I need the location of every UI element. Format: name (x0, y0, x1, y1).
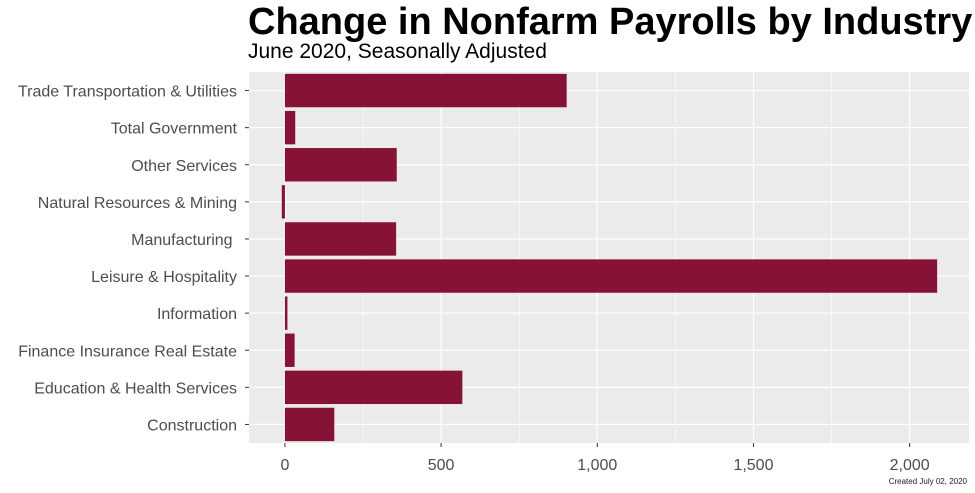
y-tick-label: Natural Resources & Mining (38, 195, 237, 212)
chart-subtitle: June 2020, Seasonally Adjusted (248, 40, 547, 63)
x-tick-label: 1,000 (577, 457, 617, 474)
bar-finance-insurance-real-estate (284, 333, 295, 367)
y-tick-label: Trade Transportation & Utilities (18, 84, 237, 101)
bar-natural-resources-mining (281, 185, 285, 219)
chart-title: Change in Nonfarm Payrolls by Industry (248, 1, 973, 43)
y-tick-label: Finance Insurance Real Estate (18, 343, 237, 360)
bar-education-health-services (284, 370, 463, 405)
x-tick-label: 2,000 (890, 457, 930, 474)
y-axis: Construction Education & Health Services F… (18, 84, 249, 434)
y-tick-label: Education & Health Services (34, 380, 237, 397)
bar-construction (284, 407, 335, 442)
bar-leisure-hospitality (284, 259, 938, 293)
created-caption: Created July 02, 2020 (888, 477, 967, 486)
bars (281, 73, 938, 442)
y-tick-label: Leisure & Hospitality (91, 269, 237, 286)
y-tick-label: Other Services (131, 158, 237, 175)
y-tick-label: Manufacturing (131, 232, 237, 249)
x-tick-label: 500 (428, 457, 455, 474)
x-tick-label: 0 (280, 457, 289, 474)
bar-trade-transportation-utilities (284, 73, 567, 108)
x-axis: 0 500 1,000 1,500 2,000 (280, 443, 930, 474)
bar-other-services (284, 148, 397, 182)
y-tick-label: Total Government (111, 121, 238, 138)
bar-information (284, 296, 288, 330)
bar-total-government (284, 110, 296, 145)
y-tick-label: Information (157, 306, 237, 323)
bar-manufacturing (284, 222, 397, 256)
x-tick-label: 1,500 (733, 457, 773, 474)
y-tick-label: Construction (147, 417, 237, 434)
